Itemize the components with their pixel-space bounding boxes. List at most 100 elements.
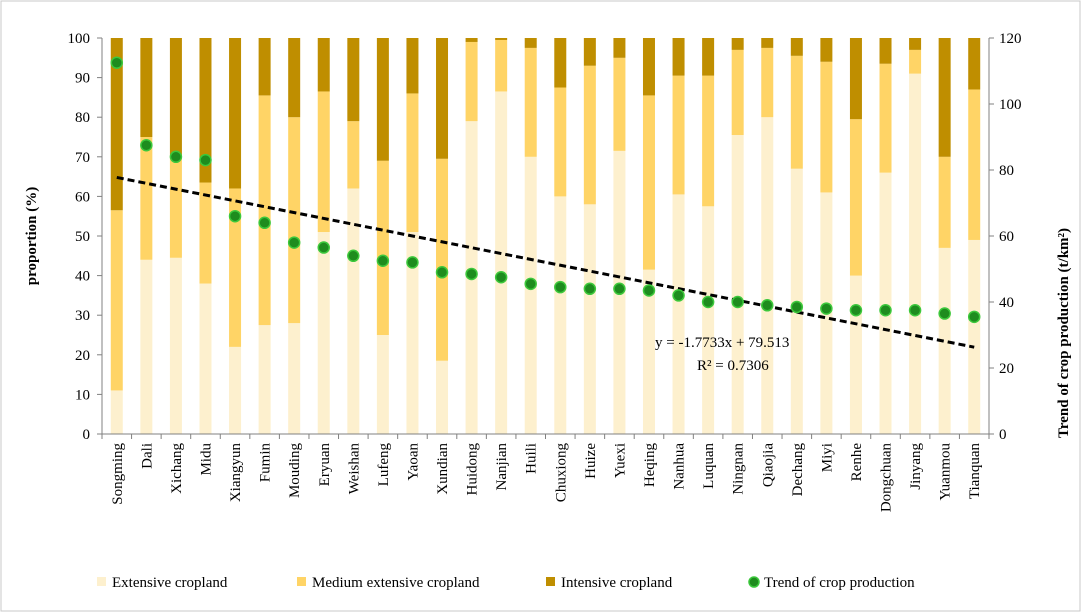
bar-segment-intensive: [702, 38, 715, 76]
bar-segment-medium: [702, 75, 715, 207]
bar-segment-extensive: [938, 247, 951, 434]
bar-segment-medium: [938, 156, 951, 248]
trend-point: [110, 56, 124, 69]
category-label: Mouding: [287, 443, 303, 499]
category-label: Yuanmou: [938, 443, 954, 501]
right-tick-label: 80: [999, 163, 1014, 179]
trend-point: [820, 302, 833, 315]
left-tick-label: 10: [75, 387, 90, 403]
bar-segment-medium: [376, 160, 389, 335]
bar-segment-medium: [199, 182, 212, 284]
trend-point: [908, 304, 922, 317]
bar-segment-medium: [672, 75, 685, 195]
category-label: Huize: [583, 443, 599, 479]
bar-segment-intensive: [199, 38, 212, 183]
trend-point: [583, 282, 597, 296]
legend-label-medium: Medium extensive cropland: [312, 575, 480, 591]
right-tick-label: 20: [999, 361, 1014, 377]
bar-segment-intensive: [554, 38, 567, 88]
bar-segment-medium: [288, 117, 301, 324]
legend-label-intensive: Intensive cropland: [561, 575, 673, 591]
bar-segment-extensive: [524, 156, 537, 435]
bar-segment-extensive: [761, 117, 774, 434]
bar-segment-intensive: [672, 38, 685, 76]
bar-segment-extensive: [968, 239, 981, 434]
trendline-layer: [116, 175, 975, 349]
category-label: Eryuan: [317, 443, 333, 487]
right-axis-title: Trend of crop production (t/km²): [1056, 228, 1072, 438]
bar-segment-extensive: [258, 325, 271, 434]
bar-segment-medium: [642, 95, 655, 270]
bar-segment-extensive: [110, 390, 123, 434]
bar-segment-extensive: [140, 259, 153, 434]
right-tick-label: 40: [999, 295, 1014, 311]
legend: Extensive cropland Medium extensive crop…: [97, 575, 915, 591]
bar-segment-medium: [140, 137, 153, 260]
bar-segment-intensive: [879, 38, 892, 64]
bar-segment-extensive: [317, 232, 330, 434]
legend-marker-trend: [748, 576, 760, 588]
bar-segment-medium: [258, 95, 271, 326]
trend-point: [287, 236, 301, 249]
labels-layer: 0 10 20 30 40 50 60 70 80 90 100 0 20 40 60 80 100 120 Son…: [68, 31, 1022, 512]
bar-segment-extensive: [702, 206, 715, 434]
category-label: Weishan: [346, 443, 362, 495]
trend-point: [524, 277, 537, 291]
left-tick-label: 90: [75, 71, 90, 87]
category-label: Tianquan: [967, 443, 983, 500]
category-label: Dali: [139, 443, 155, 469]
bar-segment-intensive: [909, 38, 922, 50]
bar-segment-extensive: [554, 196, 567, 434]
left-tick-label: 100: [68, 31, 91, 47]
legend-swatch-intensive: [546, 577, 555, 586]
bar-segment-medium: [554, 87, 567, 197]
trend-point: [140, 139, 153, 152]
axes-layer: [97, 37, 994, 439]
bar-segment-intensive: [258, 38, 271, 96]
legend-swatch-medium: [297, 577, 306, 586]
trend-point: [613, 282, 626, 296]
left-tick-label: 0: [83, 427, 91, 443]
trendline-equation: y = -1.7733x + 79.513: [655, 335, 789, 351]
bar-segment-intensive: [820, 38, 833, 62]
trend-point: [494, 271, 508, 284]
trend-point: [672, 289, 685, 302]
bar-segment-extensive: [199, 283, 212, 434]
bar-segment-medium: [169, 154, 182, 258]
category-label: Renhe: [849, 443, 865, 482]
points-layer: [110, 56, 981, 324]
bar-segment-intensive: [229, 38, 242, 189]
bar-segment-intensive: [524, 38, 537, 48]
category-label: Yuexi: [612, 443, 628, 478]
category-label: Ningnan: [731, 443, 747, 495]
trend-point: [642, 284, 656, 297]
bar-segment-extensive: [583, 204, 596, 434]
left-tick-label: 20: [75, 348, 90, 364]
bar-segment-intensive: [140, 38, 153, 137]
category-label: Xichang: [169, 443, 185, 494]
bar-segment-extensive: [909, 73, 922, 434]
category-label: Songming: [110, 443, 126, 505]
bar-segment-intensive: [938, 38, 951, 157]
left-tick-label: 80: [75, 110, 90, 126]
bar-segment-intensive: [110, 38, 123, 211]
bar-segment-intensive: [169, 38, 182, 155]
bar-segment-intensive: [376, 38, 389, 161]
bar-segment-extensive: [436, 360, 449, 434]
bar-segment-intensive: [347, 38, 360, 122]
bar-segment-intensive: [968, 38, 981, 90]
bar-segment-medium: [731, 49, 744, 136]
trend-point: [938, 307, 951, 320]
trend-point: [258, 216, 271, 230]
category-label: Nanhua: [672, 443, 688, 490]
left-tick-label: 60: [75, 189, 90, 205]
category-label: Xundian: [435, 443, 451, 495]
bar-segment-intensive: [642, 38, 655, 96]
bar-segment-medium: [583, 65, 596, 205]
bar-segment-extensive: [849, 275, 862, 434]
trend-point: [879, 304, 892, 317]
bar-segment-intensive: [761, 38, 774, 48]
category-label: Huidong: [465, 443, 481, 496]
left-axis-title: proportion (%): [24, 187, 40, 285]
